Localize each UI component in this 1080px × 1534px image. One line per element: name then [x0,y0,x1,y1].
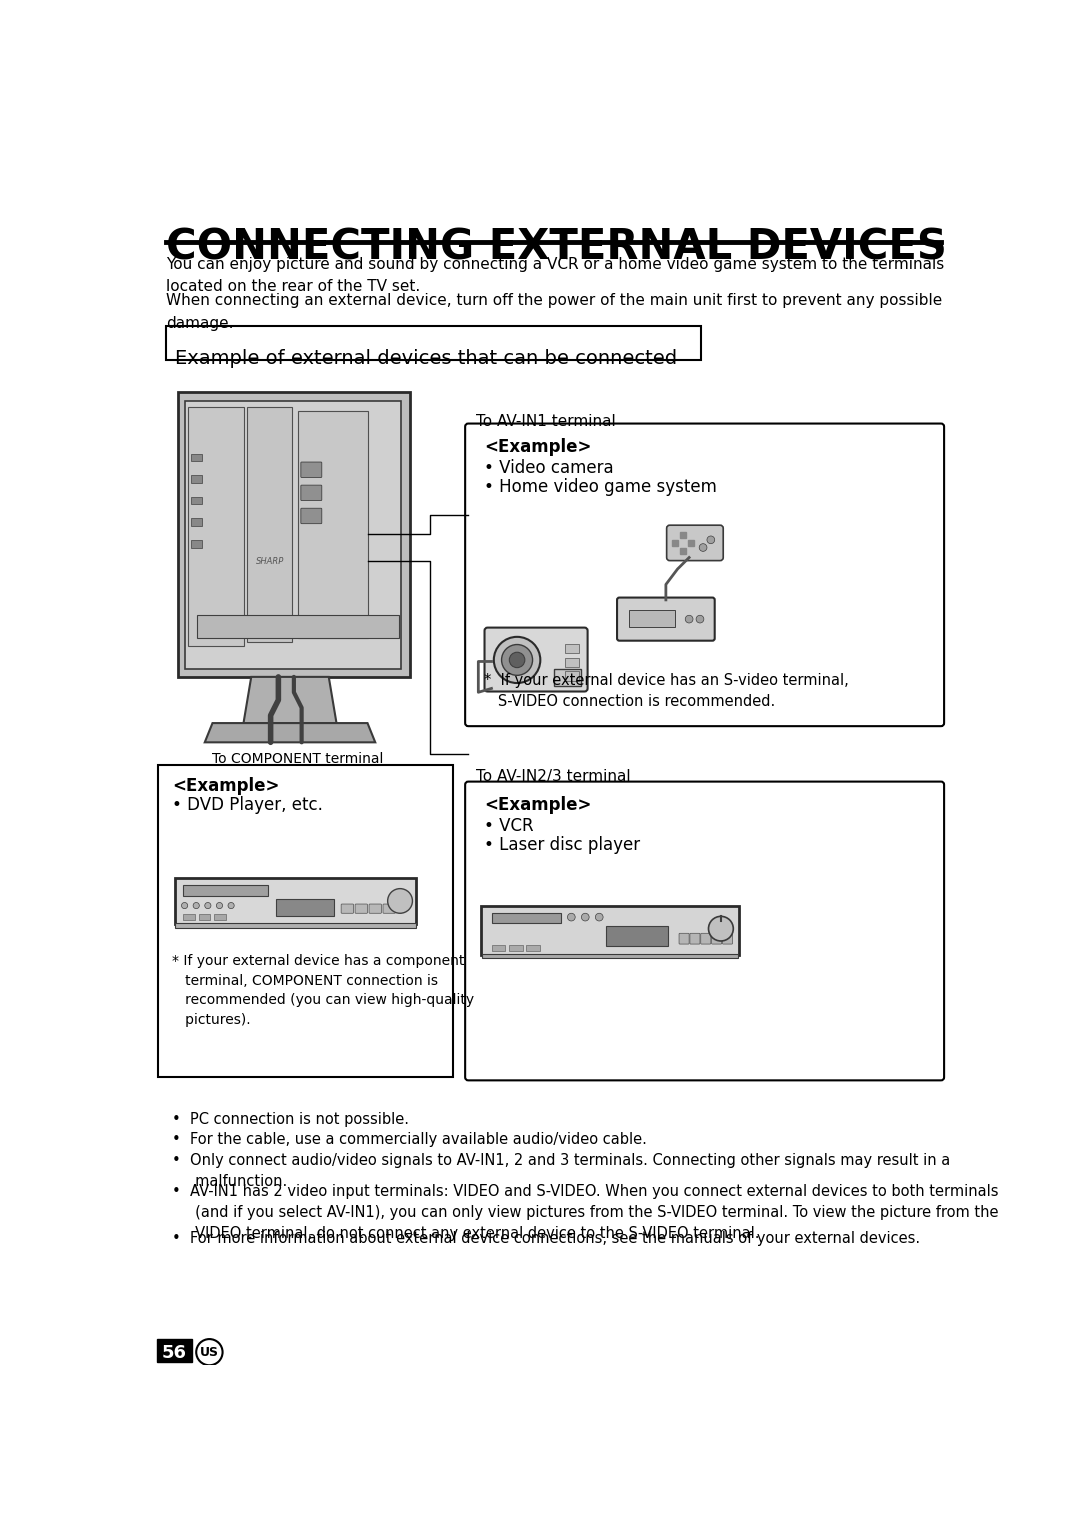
Polygon shape [243,676,337,723]
Circle shape [197,1339,222,1365]
FancyBboxPatch shape [188,408,243,646]
FancyBboxPatch shape [301,485,322,500]
FancyBboxPatch shape [276,899,334,916]
Text: * If your external device has a component
   terminal, COMPONENT connection is
 : * If your external device has a componen… [172,954,474,1026]
FancyBboxPatch shape [723,933,732,943]
FancyBboxPatch shape [617,598,715,641]
FancyBboxPatch shape [565,672,579,681]
FancyBboxPatch shape [191,518,202,526]
Circle shape [205,902,211,908]
FancyBboxPatch shape [183,885,268,896]
FancyBboxPatch shape [301,462,322,477]
Circle shape [567,913,576,920]
Circle shape [494,637,540,683]
Circle shape [388,888,413,913]
FancyBboxPatch shape [157,1339,192,1362]
Text: <Example>: <Example> [172,778,280,795]
Circle shape [193,902,200,908]
FancyBboxPatch shape [482,954,738,957]
Text: SHARP: SHARP [256,557,284,566]
Text: •  Only connect audio/video signals to AV-IN1, 2 and 3 terminals. Connecting oth: • Only connect audio/video signals to AV… [172,1152,950,1189]
FancyBboxPatch shape [175,923,416,928]
Text: <Example>: <Example> [484,796,591,815]
FancyBboxPatch shape [369,904,381,913]
Circle shape [228,902,234,908]
Text: Example of external devices that can be connected: Example of external devices that can be … [175,348,677,368]
Circle shape [181,902,188,908]
FancyBboxPatch shape [629,611,675,627]
Circle shape [216,902,222,908]
Circle shape [697,615,704,623]
FancyBboxPatch shape [526,945,540,951]
Circle shape [685,615,693,623]
Text: • Laser disc player: • Laser disc player [484,836,639,854]
FancyBboxPatch shape [191,476,202,483]
Circle shape [699,543,707,551]
FancyBboxPatch shape [175,877,416,923]
FancyBboxPatch shape [301,508,322,523]
FancyBboxPatch shape [565,658,579,667]
Polygon shape [177,393,410,676]
Text: •  PC connection is not possible.: • PC connection is not possible. [172,1112,409,1127]
FancyBboxPatch shape [465,782,944,1080]
FancyBboxPatch shape [465,423,944,726]
Text: You can enjoy picture and sound by connecting a VCR or a home video game system : You can enjoy picture and sound by conne… [166,258,944,295]
Text: When connecting an external device, turn off the power of the main unit first to: When connecting an external device, turn… [166,293,942,331]
Text: CONNECTING EXTERNAL DEVICES: CONNECTING EXTERNAL DEVICES [166,227,947,268]
Text: • Video camera: • Video camera [484,459,613,477]
FancyBboxPatch shape [214,914,226,920]
FancyBboxPatch shape [606,927,669,946]
Circle shape [707,535,715,543]
Text: • VCR: • VCR [484,818,534,834]
FancyBboxPatch shape [166,325,701,359]
FancyBboxPatch shape [383,904,395,913]
FancyBboxPatch shape [554,669,581,686]
Text: •  For the cable, use a commercially available audio/video cable.: • For the cable, use a commercially avai… [172,1132,647,1147]
Text: •  AV-IN1 has 2 video input terminals: VIDEO and S-VIDEO. When you connect exter: • AV-IN1 has 2 video input terminals: VI… [172,1184,999,1241]
Text: US: US [200,1345,219,1359]
FancyBboxPatch shape [491,913,562,923]
Circle shape [510,652,525,667]
Polygon shape [205,723,375,742]
FancyBboxPatch shape [482,905,739,954]
FancyBboxPatch shape [298,411,367,638]
FancyBboxPatch shape [191,454,202,462]
FancyBboxPatch shape [191,497,202,505]
FancyBboxPatch shape [701,933,711,943]
FancyBboxPatch shape [199,914,211,920]
FancyBboxPatch shape [183,914,194,920]
Text: • Home video game system: • Home video game system [484,479,717,495]
Circle shape [501,644,532,675]
Circle shape [595,913,603,920]
FancyBboxPatch shape [186,402,401,669]
FancyBboxPatch shape [690,933,700,943]
Circle shape [581,913,590,920]
Text: To COMPONENT terminal: To COMPONENT terminal [213,752,383,767]
FancyBboxPatch shape [485,627,588,692]
Text: To AV-IN2/3 terminal: To AV-IN2/3 terminal [476,769,631,784]
FancyBboxPatch shape [197,615,399,638]
FancyBboxPatch shape [341,904,353,913]
FancyBboxPatch shape [159,765,453,1077]
Text: 56: 56 [162,1344,187,1362]
FancyBboxPatch shape [666,525,724,560]
Circle shape [708,916,733,940]
FancyBboxPatch shape [565,644,579,653]
Text: • DVD Player, etc.: • DVD Player, etc. [172,796,323,815]
FancyBboxPatch shape [247,408,293,643]
FancyBboxPatch shape [712,933,721,943]
FancyBboxPatch shape [509,945,523,951]
FancyBboxPatch shape [679,933,689,943]
Text: <Example>: <Example> [484,439,591,456]
FancyBboxPatch shape [491,945,505,951]
Text: To AV-IN1 terminal: To AV-IN1 terminal [476,414,616,428]
Text: *  If your external device has an S-video terminal,
   S-VIDEO connection is rec: * If your external device has an S-video… [484,673,849,709]
FancyBboxPatch shape [355,904,367,913]
FancyBboxPatch shape [191,540,202,548]
Text: •  For more information about external device connections, see the manuals of yo: • For more information about external de… [172,1232,920,1246]
